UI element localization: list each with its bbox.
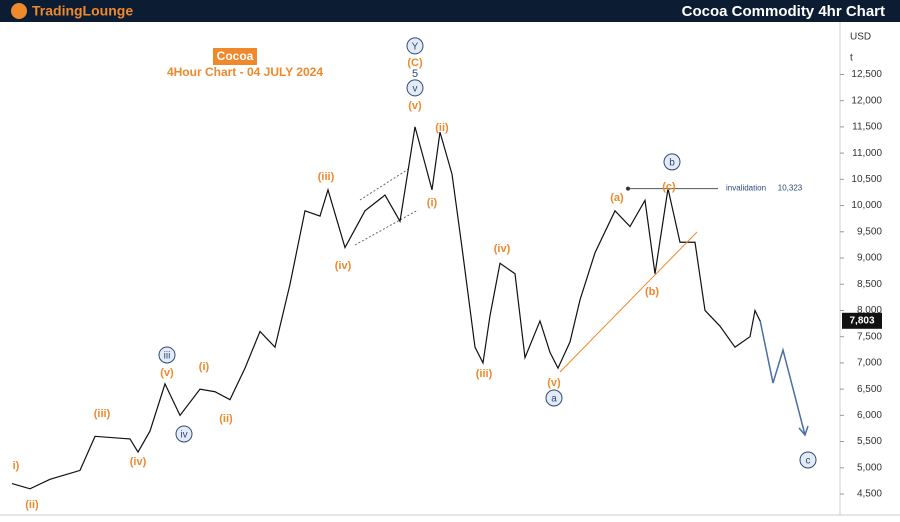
wave-label: 5 [412,68,418,80]
wave-label: b [669,158,675,169]
wave-label: (a) [610,192,624,204]
wave-label: v [413,84,418,95]
wave-label: i) [13,460,20,472]
wave-circle [545,389,563,407]
wave-circle [406,37,424,55]
wave-label: (ii) [435,122,449,134]
wave-label: (ii) [25,499,39,511]
invalidation-value: 10,323 [778,184,803,193]
y-tick-label: 6,500 [857,384,882,395]
wave-label: (iii) [476,368,493,380]
y-tick-label: 11,000 [852,148,882,159]
price-line [11,126,761,490]
y-tick-label: 9,500 [857,226,882,237]
wave-label: c [806,456,811,467]
title-box [213,48,257,65]
y-tick-label: 9,000 [857,253,882,264]
wave-label: a [551,394,557,405]
wave-label: (iv) [494,243,511,255]
y-tick-label: 5,000 [857,462,882,473]
wave-label: iv [180,430,187,441]
arrow-head [798,425,809,437]
trend-line [559,231,698,373]
wave-label: (v) [408,100,422,112]
currency[interactable]: USD [850,32,871,43]
wave-label: (i) [199,361,210,373]
y-tick-label: 11,500 [852,122,882,133]
wave-label: (C) [407,57,423,69]
y-tick-label: 8,500 [857,279,882,290]
wave-circle [406,79,424,97]
channel-line [359,167,411,201]
chart-title: Cocoa [217,49,254,63]
wave-label: (c) [662,181,676,193]
axis-menu[interactable]: t [850,53,853,64]
y-tick-label: 6,000 [857,410,882,421]
header-bar [0,0,900,22]
channel-line [354,209,419,246]
last-price-label: 7,803 [849,315,874,326]
wave-label: (v) [547,377,561,389]
y-tick-label: 12,000 [851,95,882,106]
wave-circle [663,153,681,171]
last-price-box [842,312,882,329]
forecast-arrow [759,319,806,436]
wave-label: Y [412,42,419,53]
wave-label: (iii) [94,408,111,420]
y-tick-label: 10,000 [851,200,882,211]
wave-label: (i) [427,197,438,209]
y-tick-label: 5,500 [857,436,882,447]
wave-circle [799,451,817,469]
wave-label: (ii) [219,413,233,425]
y-tick-label: 8,000 [857,305,882,316]
y-tick-label: 7,500 [857,331,882,342]
wave-label: iii [164,351,171,362]
wave-label: (iv) [335,260,352,272]
header-title: Cocoa Commodity 4hr Chart [682,3,885,20]
chart-subtitle: 4Hour Chart - 04 JULY 2024 [167,65,323,79]
y-tick-label: 7,000 [857,358,882,369]
wave-circle [158,346,176,364]
y-tick-label: 4,500 [857,489,882,500]
wave-label: (iii) [318,171,335,183]
invalidation-dot [626,186,630,191]
invalidation-label: invalidation [726,184,766,193]
logo-icon [11,3,27,19]
wave-label: (iv) [130,456,147,468]
wave-circle [175,425,193,443]
logo: TradingLounge [32,3,133,19]
wave-label: (b) [645,286,659,298]
y-tick-label: 10,500 [851,174,882,185]
wave-label: (v) [160,367,174,379]
y-tick-label: 12,500 [851,69,882,80]
